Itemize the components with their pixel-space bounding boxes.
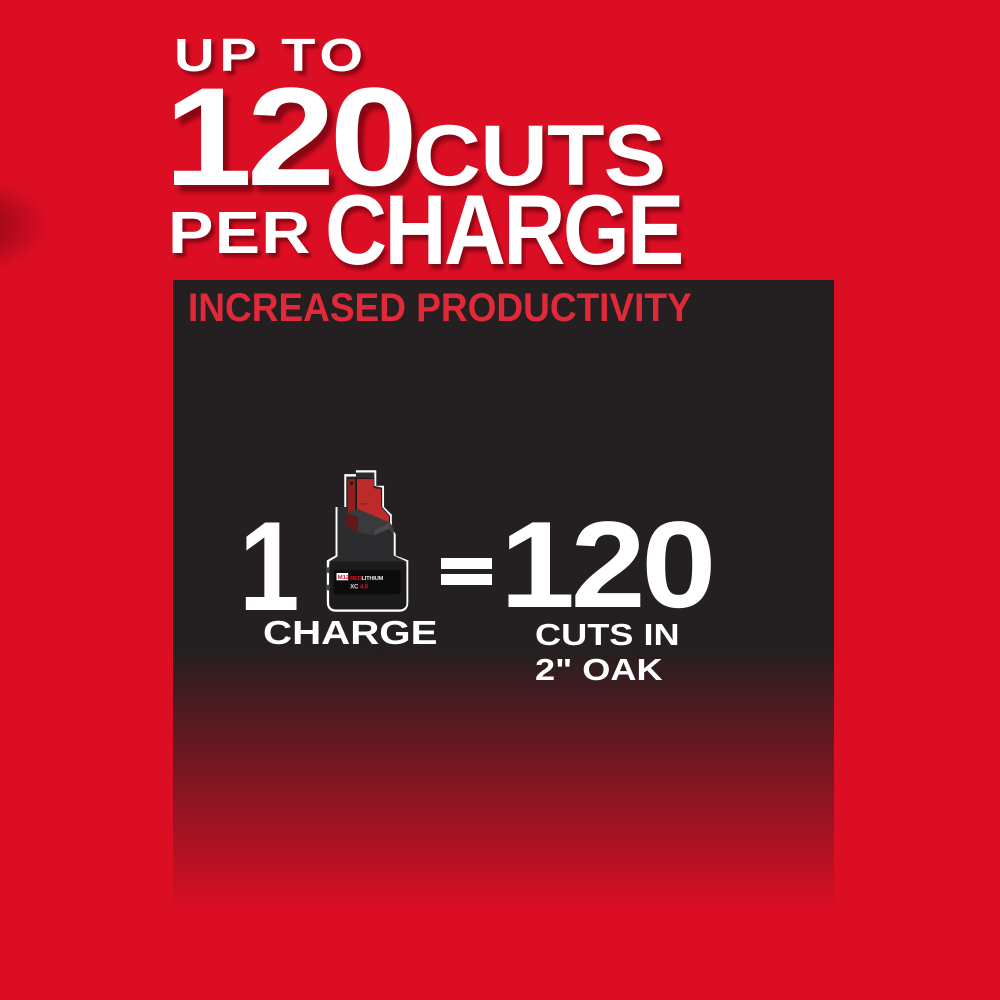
svg-text:REDLITHIUM: REDLITHIUM [350,576,383,582]
svg-text:M12: M12 [338,575,349,581]
svg-text:XC 4.0: XC 4.0 [350,584,369,591]
